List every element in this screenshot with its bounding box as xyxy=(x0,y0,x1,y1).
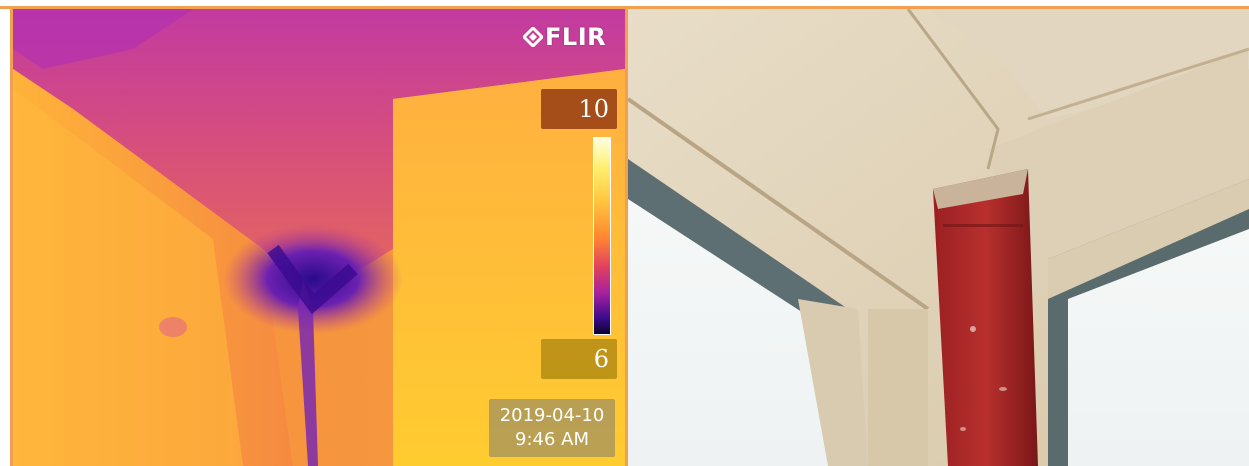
scale-max-label: 10 xyxy=(541,89,617,129)
frame-top-border xyxy=(0,6,1249,9)
scale-min-label: 6 xyxy=(541,339,617,379)
timestamp-badge: 2019-04-10 9:46 AM xyxy=(489,399,615,457)
timestamp-date: 2019-04-10 xyxy=(499,405,605,426)
frame-divider xyxy=(625,6,628,466)
frame-left-border xyxy=(10,6,13,466)
thermal-image xyxy=(13,9,625,466)
flir-brand-text: FLIR xyxy=(545,23,607,51)
flir-logo: FLIR xyxy=(523,23,606,51)
timestamp-time: 9:46 AM xyxy=(515,429,589,450)
flir-diamond-icon xyxy=(523,27,543,47)
temperature-colorbar xyxy=(593,137,611,335)
visible-photo xyxy=(628,9,1249,466)
visible-photo-panel xyxy=(628,9,1249,466)
thermal-image-panel: FLIR 10 6 2019-04-10 9:46 AM xyxy=(13,9,625,466)
